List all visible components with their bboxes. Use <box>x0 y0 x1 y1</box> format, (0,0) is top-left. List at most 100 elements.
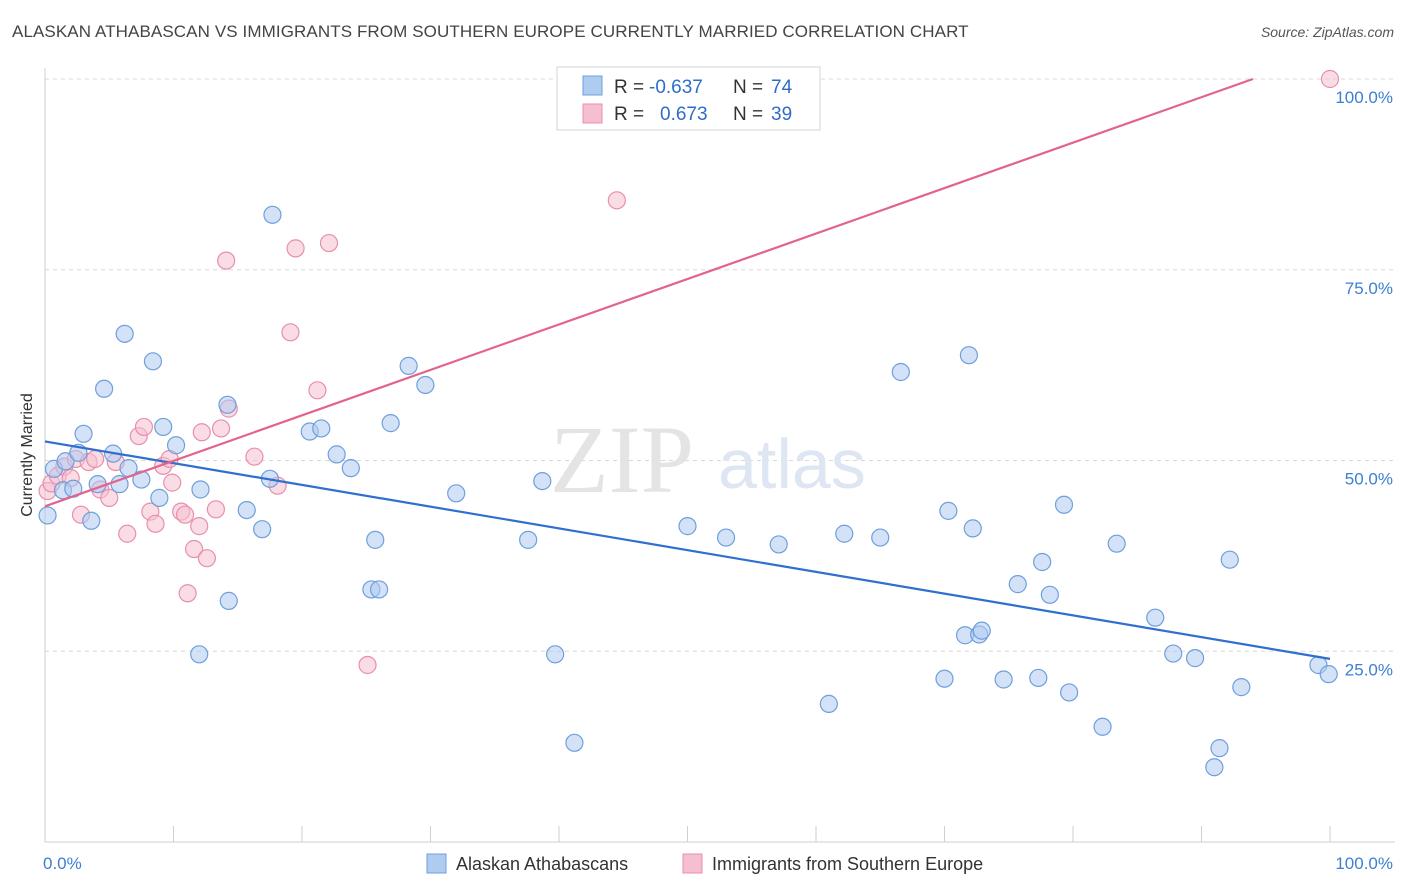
watermark-zip: ZIP <box>550 406 694 513</box>
blue-point-37 <box>447 484 466 503</box>
blue-point-38 <box>519 530 538 549</box>
pink-point-29 <box>217 251 236 270</box>
pink-series-points <box>38 69 1340 675</box>
x-tick-label-0: 0.0% <box>43 854 82 873</box>
pink-point-21 <box>175 505 195 524</box>
blue-point-21 <box>218 395 237 414</box>
pink-trend-line <box>44 77 1254 508</box>
blue-point-63 <box>1093 717 1112 736</box>
blue-point-60 <box>1040 585 1059 604</box>
blue-point-45 <box>819 694 838 713</box>
blue-point-29 <box>327 445 346 464</box>
blue-point-12 <box>115 324 134 343</box>
blue-point-47 <box>871 528 890 547</box>
x-tick-labels: 0.0% 100.0% <box>43 854 1393 873</box>
pink-point-10 <box>100 488 119 507</box>
blue-point-24 <box>253 520 272 539</box>
grid <box>45 78 1395 652</box>
pink-point-27 <box>206 500 226 519</box>
blue-point-36 <box>416 375 435 395</box>
pink-point-12 <box>118 524 137 543</box>
source-note: Source: ZipAtlas.com <box>1260 24 1394 40</box>
blue-point-30 <box>341 459 360 478</box>
legend-n-label-blue: N = <box>733 77 763 98</box>
pink-point-34 <box>286 239 305 258</box>
blue-point-59 <box>1033 552 1052 572</box>
blue-point-46 <box>835 524 854 543</box>
y-tick-labels: 25.0% 50.0% 75.0% 100.0% <box>1335 88 1393 679</box>
blue-series-points <box>38 205 1338 777</box>
legend-blue-swatch <box>582 75 603 96</box>
legend-n-label-pink: N = <box>733 104 763 125</box>
y-tick-label-2: 75.0% <box>1345 279 1393 298</box>
blue-point-28 <box>312 419 331 438</box>
blue-point-0 <box>38 506 57 525</box>
pink-point-23 <box>184 539 204 559</box>
blue-point-20 <box>191 480 210 499</box>
blue-point-68 <box>1205 758 1224 777</box>
pink-point-36 <box>319 233 339 253</box>
blue-point-41 <box>565 733 584 752</box>
legend-r-label-blue: R = <box>614 77 644 98</box>
pink-point-16 <box>146 514 165 533</box>
blue-point-62 <box>1060 683 1079 702</box>
y-tick-label-0: 25.0% <box>1345 660 1393 679</box>
watermark-atlas: atlas <box>718 425 866 503</box>
watermark: ZIP atlas <box>550 406 866 513</box>
blue-point-58 <box>1029 668 1048 688</box>
blue-point-33 <box>370 580 389 599</box>
legend-r-value-blue: -0.637 <box>649 77 703 98</box>
blue-point-43 <box>716 528 736 547</box>
pink-point-24 <box>190 517 209 536</box>
blue-point-7 <box>82 511 101 530</box>
blue-point-42 <box>678 517 697 536</box>
blue-point-70 <box>1220 550 1239 569</box>
blue-point-11 <box>110 475 129 494</box>
series-legend: Alaskan Athabascans Immigrants from Sout… <box>426 853 983 874</box>
blue-point-69 <box>1210 739 1229 758</box>
chart-title: ALASKAN ATHABASCAN VS IMMIGRANTS FROM SO… <box>12 22 969 41</box>
pink-point-28 <box>211 419 231 438</box>
blue-point-73 <box>1319 665 1338 684</box>
pink-point-35 <box>308 381 327 400</box>
blue-point-67 <box>1185 649 1205 668</box>
legend-r-label-pink: R = <box>614 104 644 125</box>
series-legend-pink-swatch <box>682 853 703 874</box>
blue-point-23 <box>237 500 256 520</box>
blue-point-53 <box>963 519 982 538</box>
blue-point-22 <box>219 591 238 610</box>
blue-point-32 <box>366 530 385 549</box>
series-legend-blue-label: Alaskan Athabascans <box>456 854 628 874</box>
blue-point-71 <box>1232 678 1251 697</box>
y-tick-label-1: 50.0% <box>1345 470 1393 489</box>
blue-point-56 <box>994 670 1013 689</box>
blue-point-49 <box>935 669 954 688</box>
trendlines <box>44 77 1331 660</box>
blue-point-48 <box>891 362 910 382</box>
blue-point-65 <box>1146 608 1165 627</box>
legend-r-value-pink: 0.673 <box>660 104 708 125</box>
pink-point-37 <box>358 655 377 675</box>
blue-point-40 <box>546 645 565 664</box>
pink-point-19 <box>163 473 182 492</box>
pink-point-26 <box>197 549 217 568</box>
blue-point-57 <box>1008 575 1027 594</box>
y-tick-label-3: 100.0% <box>1335 88 1393 107</box>
axes <box>44 68 1395 843</box>
pink-point-8 <box>86 449 105 469</box>
x-tick-label-1: 100.0% <box>1335 854 1393 873</box>
blue-point-9 <box>95 379 114 398</box>
blue-point-19 <box>190 645 209 664</box>
blue-point-35 <box>399 356 418 375</box>
legend-n-value-blue: 74 <box>771 77 793 98</box>
blue-point-16 <box>150 488 169 507</box>
blue-point-44 <box>769 535 788 554</box>
blue-point-52 <box>959 346 979 365</box>
blue-point-18 <box>166 436 186 455</box>
series-legend-blue-swatch <box>426 853 447 874</box>
blue-point-64 <box>1107 534 1126 553</box>
blue-point-55 <box>972 621 991 640</box>
blue-point-50 <box>939 501 958 520</box>
blue-trend-line <box>44 440 1331 660</box>
